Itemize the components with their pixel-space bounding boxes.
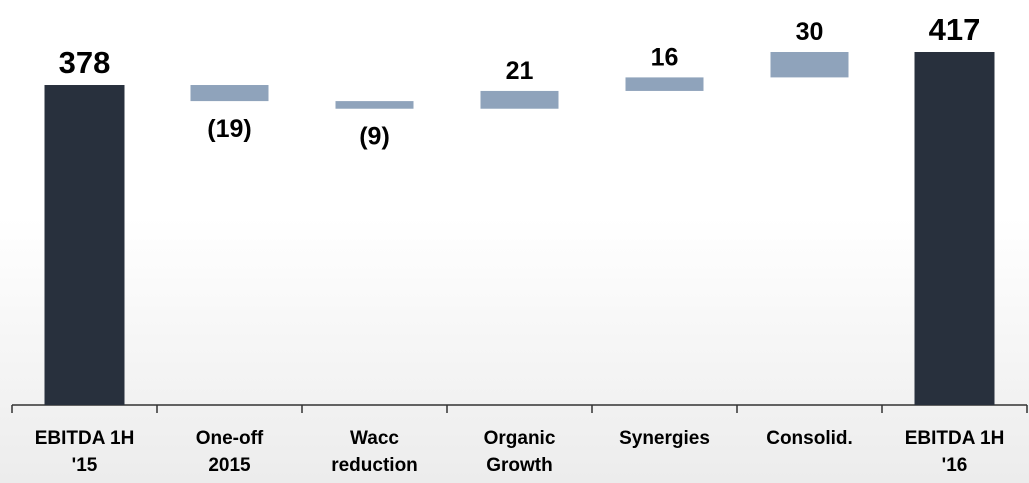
total-bar xyxy=(44,85,125,405)
value-label: 21 xyxy=(506,57,534,85)
total-bar xyxy=(914,52,995,405)
value-label: 417 xyxy=(929,12,981,47)
x-tick-label: Organic Growth xyxy=(483,428,556,476)
value-label: (9) xyxy=(359,123,390,151)
value-label: 378 xyxy=(59,45,111,80)
x-tick-label: Synergies xyxy=(619,428,710,449)
delta-bar xyxy=(190,85,269,102)
x-tick-label: One-off 2015 xyxy=(195,428,264,476)
delta-bar xyxy=(335,101,414,109)
value-label: 30 xyxy=(796,18,824,46)
value-label: 16 xyxy=(651,43,679,71)
x-tick-label: Wacc reduction xyxy=(331,428,418,476)
delta-bar xyxy=(625,77,704,91)
value-label: (19) xyxy=(207,115,251,143)
delta-bar xyxy=(480,90,559,109)
x-tick-label: EBITDA 1H '16 xyxy=(904,428,1005,476)
x-tick-label: EBITDA 1H '15 xyxy=(34,428,135,476)
delta-bar xyxy=(770,52,849,78)
x-tick-label: Consolid. xyxy=(766,428,853,449)
